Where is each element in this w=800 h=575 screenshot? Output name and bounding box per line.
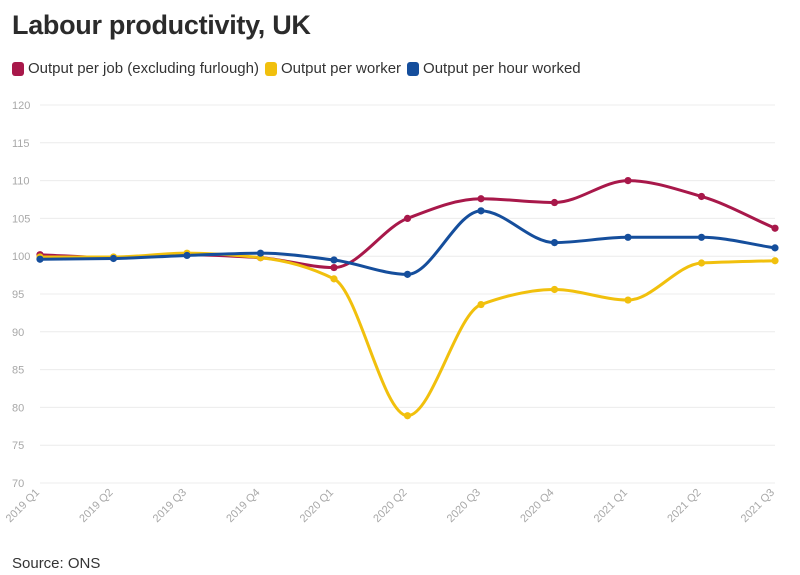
y-tick-label-120: 120	[12, 100, 30, 112]
source-note: Source: ONS	[12, 555, 101, 572]
y-tick-label-85: 85	[12, 365, 24, 377]
x-tick-label-2020-q4: 2020 Q4	[518, 487, 556, 525]
data-point-output-per-hour-4	[330, 256, 338, 264]
legend-swatch-output-per-job	[12, 61, 24, 76]
y-tick-label-115: 115	[12, 138, 30, 150]
data-point-output-per-job-8	[624, 177, 632, 185]
y-tick-label-70: 70	[12, 478, 24, 490]
data-point-output-per-hour-1	[109, 254, 118, 263]
legend: Output per job (excluding furlough) Outp…	[12, 60, 587, 77]
data-point-output-per-hour-10	[771, 244, 779, 252]
data-point-output-per-worker-6	[477, 300, 485, 309]
y-tick-label-90: 90	[12, 327, 24, 339]
data-point-output-per-hour-7	[550, 238, 559, 247]
legend-item-output-per-worker[interactable]: Output per worker	[264, 60, 402, 77]
y-tick-label-95: 95	[12, 289, 24, 301]
legend-item-output-per-job[interactable]: Output per job (excluding furlough)	[12, 60, 259, 77]
data-point-output-per-worker-5	[403, 412, 412, 420]
x-tick-label-2020-q3: 2020 Q3	[445, 487, 483, 525]
x-tick-label-2020-q1: 2020 Q1	[298, 487, 336, 525]
x-tick-label-2019-q1: 2019 Q1	[4, 487, 42, 525]
y-tick-label-110: 110	[12, 176, 30, 188]
legend-label-output-per-job: Output per job (excluding furlough)	[28, 60, 259, 77]
data-point-output-per-job-9	[697, 192, 706, 201]
y-tick-label-100: 100	[12, 251, 30, 263]
y-tick-label-105: 105	[12, 213, 30, 225]
legend-item-output-per-hour[interactable]: Output per hour worked	[407, 60, 581, 77]
x-tick-label-2019-q4: 2019 Q4	[224, 487, 262, 525]
x-tick-label-2021-q1: 2021 Q1	[592, 487, 630, 525]
data-point-output-per-hour-0	[36, 255, 44, 263]
data-point-output-per-worker-8	[624, 296, 632, 304]
data-point-output-per-hour-3	[256, 249, 265, 257]
data-point-output-per-hour-5	[403, 270, 412, 278]
data-point-output-per-job-6	[477, 195, 485, 203]
x-tick-label-2020-q2: 2020 Q2	[371, 487, 409, 525]
chart-title: Labour productivity, UK	[12, 10, 311, 40]
legend-label-output-per-worker: Output per worker	[280, 60, 402, 77]
data-point-output-per-hour-8	[624, 233, 632, 241]
data-point-output-per-worker-10	[771, 257, 779, 265]
data-point-output-per-hour-6	[477, 207, 485, 215]
data-point-output-per-job-4	[330, 263, 338, 272]
data-point-output-per-worker-4	[330, 275, 338, 283]
legend-swatch-output-per-worker	[264, 61, 277, 76]
x-tick-label-2019-q2: 2019 Q2	[77, 487, 115, 525]
data-point-output-per-hour-9	[697, 233, 706, 241]
data-point-output-per-hour-2	[183, 251, 191, 260]
data-point-output-per-job-10	[771, 224, 779, 232]
data-point-output-per-worker-7	[550, 285, 559, 294]
y-tick-label-80: 80	[12, 402, 24, 414]
y-tick-label-75: 75	[12, 440, 24, 452]
legend-swatch-output-per-hour	[407, 61, 420, 76]
data-point-output-per-worker-9	[697, 259, 706, 267]
legend-label-output-per-hour: Output per hour worked	[423, 60, 581, 77]
data-point-output-per-job-7	[550, 198, 559, 207]
x-tick-label-2021-q2: 2021 Q2	[665, 487, 703, 525]
x-tick-label-2019-q3: 2019 Q3	[151, 487, 189, 525]
data-point-output-per-job-5	[403, 214, 412, 222]
x-tick-label-2021-q3: 2021 Q3	[739, 487, 777, 525]
